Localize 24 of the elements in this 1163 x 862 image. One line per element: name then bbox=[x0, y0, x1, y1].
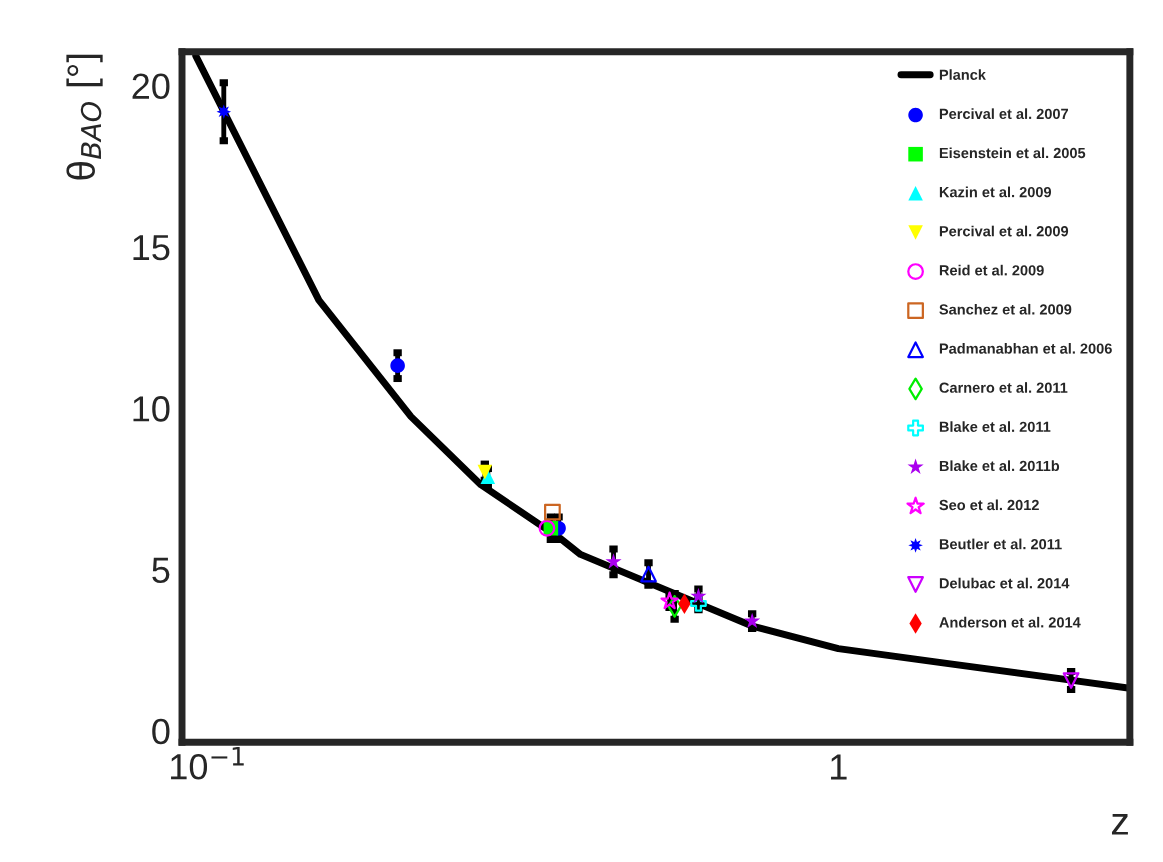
legend-label: Sanchez et al. 2009 bbox=[939, 303, 1072, 315]
legend-label: Eisenstein et al. 2005 bbox=[939, 147, 1086, 159]
y-tick-label: 15 bbox=[133, 235, 170, 261]
x-tick-label: 10$^{−1}$ bbox=[171, 746, 244, 780]
legend-label: Anderson et al. 2014 bbox=[939, 616, 1081, 628]
y-tick-label: 20 bbox=[132, 73, 170, 100]
legend-label: Percival et al. 2009 bbox=[939, 225, 1069, 237]
legend-label: Blake et al. 2011 bbox=[939, 421, 1051, 432]
x-axis-title: z bbox=[1111, 814, 1128, 835]
legend-label: Beutler et al. 2011 bbox=[939, 538, 1062, 550]
legend-label: Padmanabhan et al. 2006 bbox=[939, 343, 1112, 354]
y-tick-label: 5 bbox=[152, 557, 170, 584]
legend-label: Blake et al. 2011b bbox=[939, 460, 1060, 472]
y-axis-title: θ$_{BAO}$ [°] bbox=[66, 54, 103, 180]
legend-label: Kazin et al. 2009 bbox=[939, 186, 1052, 198]
x-tick-label: 1 bbox=[831, 754, 847, 780]
legend-label: Delubac et al. 2014 bbox=[939, 577, 1070, 589]
y-tick-label: 10 bbox=[133, 396, 170, 422]
legend-label: Carnero et al. 2011 bbox=[939, 382, 1068, 393]
legend-label: Seo et al. 2012 bbox=[939, 499, 1039, 511]
legend-label: Percival et al. 2007 bbox=[939, 108, 1068, 120]
legend-label: Planck bbox=[939, 69, 986, 80]
legend-label: Reid et al. 2009 bbox=[939, 264, 1044, 276]
y-tick-label: 0 bbox=[152, 718, 170, 745]
